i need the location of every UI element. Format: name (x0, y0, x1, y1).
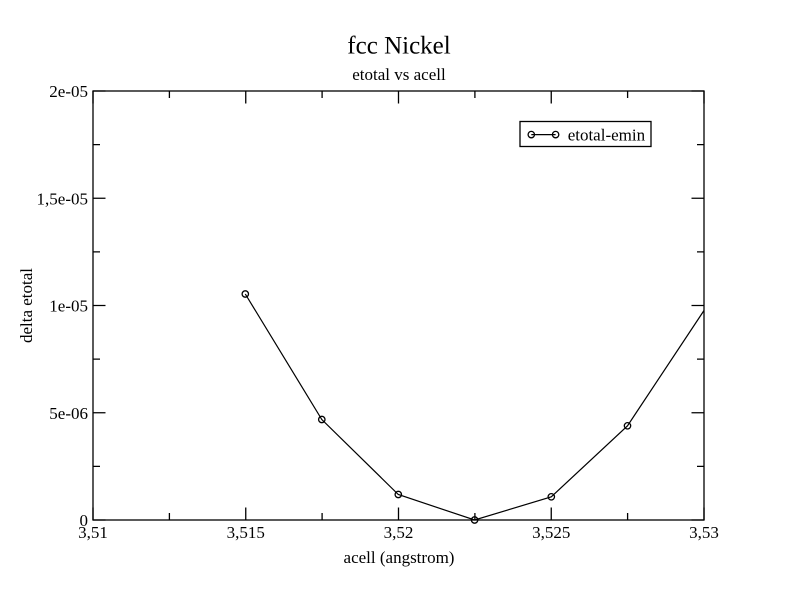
svg-text:acell (angstrom): acell (angstrom) (344, 548, 455, 567)
svg-text:3,51: 3,51 (78, 523, 108, 542)
svg-text:1,5e-05: 1,5e-05 (37, 189, 88, 208)
svg-text:3,515: 3,515 (227, 523, 265, 542)
svg-text:5e-06: 5e-06 (49, 404, 88, 423)
svg-text:3,52: 3,52 (384, 523, 414, 542)
svg-text:etotal-emin: etotal-emin (568, 126, 646, 145)
svg-text:1e-05: 1e-05 (49, 297, 88, 316)
svg-text:2e-05: 2e-05 (49, 82, 88, 101)
svg-text:3,53: 3,53 (689, 523, 719, 542)
svg-text:fcc Nickel: fcc Nickel (347, 32, 450, 59)
svg-text:3,525: 3,525 (532, 523, 570, 542)
svg-text:0: 0 (80, 511, 89, 530)
svg-text:delta etotal: delta etotal (17, 268, 36, 343)
svg-text:etotal vs acell: etotal vs acell (352, 65, 446, 84)
